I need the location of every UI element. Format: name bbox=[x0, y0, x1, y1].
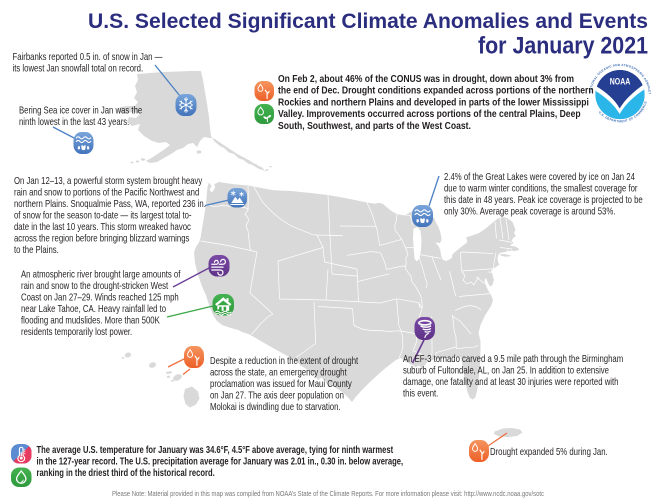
svg-text:ranking in the driest third of: ranking in the driest third of the histo… bbox=[37, 468, 215, 479]
svg-text:Fairbanks reported 0.5 in. of: Fairbanks reported 0.5 in. of snow in Ja… bbox=[13, 52, 164, 63]
svg-text:to the Plains.: to the Plains. bbox=[14, 245, 59, 256]
svg-text:Despite a reduction in the ext: Despite a reduction in the extent of dro… bbox=[210, 356, 358, 367]
svg-text:date in the last 10 years. Thi: date in the last 10 years. This storm wr… bbox=[14, 222, 191, 233]
svg-text:On Jan 12–13, a powerful storm: On Jan 12–13, a powerful storm system br… bbox=[14, 176, 203, 187]
svg-text:in the 127-year record. The U.: in the 127-year record. The U.S. precipi… bbox=[37, 457, 404, 468]
svg-text:An EF-3 tornado carved a 9.5 m: An EF-3 tornado carved a 9.5 mile path t… bbox=[403, 354, 623, 365]
svg-text:on Jan 27. The axis deer popul: on Jan 27. The axis deer population on bbox=[210, 391, 344, 402]
svg-text:ninth lowest in the last 43 ye: ninth lowest in the last 43 years. bbox=[19, 117, 129, 128]
svg-text:near Lake Tahoe, CA. Heavy rai: near Lake Tahoe, CA. Heavy rainfall led … bbox=[21, 304, 166, 315]
svg-text:across the region before bring: across the region before bringing blizza… bbox=[14, 234, 189, 245]
svg-text:Rockies and northern Plains an: Rockies and northern Plains and develope… bbox=[278, 97, 589, 108]
svg-text:the end of Dec. Drought condit: the end of Dec. Drought conditions expan… bbox=[278, 86, 594, 97]
svg-text:Please Note: Material provided: Please Note: Material provided in this m… bbox=[112, 489, 544, 498]
svg-text:2.4% of the Great Lakes were c: 2.4% of the Great Lakes were covered by … bbox=[444, 172, 635, 183]
svg-text:Molokai is dwindling due to st: Molokai is dwindling due to starvation. bbox=[210, 402, 341, 413]
svg-text:Bering Sea ice cover in Jan wa: Bering Sea ice cover in Jan was the bbox=[19, 106, 142, 117]
svg-text:this event.: this event. bbox=[403, 389, 438, 400]
svg-text:Valley. Improvements occurred: Valley. Improvements occurred across por… bbox=[278, 109, 581, 120]
svg-text:northern Plains. Snoqualmie Pa: northern Plains. Snoqualmie Pass, WA, re… bbox=[14, 199, 206, 210]
svg-text:due to warm winter conditions,: due to warm winter conditions, the small… bbox=[444, 184, 638, 195]
svg-text:An atmospheric river brought l: An atmospheric river brought large amoun… bbox=[21, 270, 181, 281]
svg-text:rain and snow to portions of t: rain and snow to portions of the Pacific… bbox=[14, 188, 200, 199]
svg-text:residents temporarily lost pow: residents temporarily lost power. bbox=[21, 327, 132, 338]
svg-text:proclamation was issued for Ma: proclamation was issued for Maui County bbox=[210, 379, 352, 390]
svg-text:rain and snow to the drought-s: rain and snow to the drought-stricken We… bbox=[21, 281, 168, 292]
svg-text:its lowest Jan snowfall total: its lowest Jan snowfall total on record. bbox=[13, 64, 144, 75]
svg-text:South, Southwest, and parts of: South, Southwest, and parts of the West … bbox=[278, 121, 471, 132]
svg-text:NOAA: NOAA bbox=[610, 77, 631, 87]
svg-text:U.S. Selected Significant Clim: U.S. Selected Significant Climate Anomal… bbox=[88, 9, 648, 33]
svg-text:The average U.S. temperature f: The average U.S. temperature for January… bbox=[37, 445, 394, 456]
svg-text:across the state, an emergency: across the state, an emergency drought bbox=[210, 368, 347, 379]
svg-text:Drought expanded 5% during Jan: Drought expanded 5% during Jan. bbox=[490, 447, 608, 458]
svg-text:flooding and mudslides. More t: flooding and mudslides. More than 500K bbox=[21, 316, 160, 327]
svg-text:On Feb 2, about 46% of the CON: On Feb 2, about 46% of the CONUS was in … bbox=[278, 74, 574, 85]
svg-text:this date in 48 years. Peak ic: this date in 48 years. Peak ice coverage… bbox=[444, 195, 643, 206]
svg-text:Coast on Jan 27–29. Winds reac: Coast on Jan 27–29. Winds reached 125 mp… bbox=[21, 293, 179, 304]
svg-text:for January 2021: for January 2021 bbox=[478, 33, 648, 60]
svg-text:damage, one fatality and at le: damage, one fatality and at least 30 inj… bbox=[403, 377, 619, 388]
svg-text:only 30%. Average peak coverag: only 30%. Average peak coverage is aroun… bbox=[444, 207, 615, 218]
svg-text:suburb of Fultondale, AL, on J: suburb of Fultondale, AL, on Jan 25. In … bbox=[403, 366, 609, 377]
svg-text:of snow for the season to-date: of snow for the season to-date — its lar… bbox=[14, 211, 192, 222]
